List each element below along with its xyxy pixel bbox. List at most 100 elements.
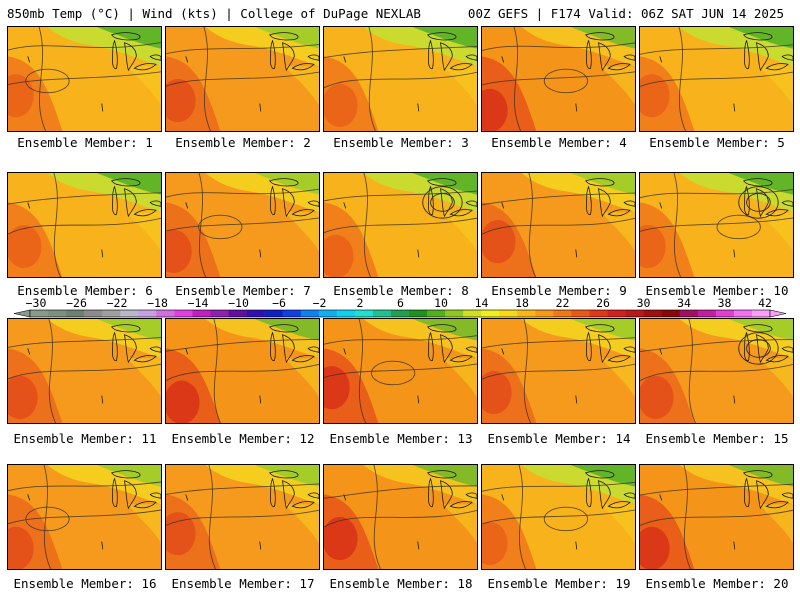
ensemble-member-label: Ensemble Member: 2 <box>175 135 311 150</box>
ensemble-member-label: Ensemble Member: 20 <box>645 576 789 591</box>
colorbar-tick-label: −2 <box>313 296 327 310</box>
colorbar-swatch <box>102 310 121 317</box>
temperature-field-map <box>324 173 477 277</box>
ensemble-map-panel <box>639 26 794 132</box>
colorbar-swatch <box>372 310 392 317</box>
temperature-field-map <box>640 27 793 131</box>
run-valid-time: 00Z GEFS | F174 Valid: 06Z SAT JUN 14 20… <box>467 6 784 21</box>
ensemble-map-panel <box>165 172 320 278</box>
colorbar-swatch <box>156 310 175 317</box>
colorbar-swatch <box>48 310 67 317</box>
ensemble-member-label: Ensemble Member: 16 <box>13 576 157 591</box>
colorbar-swatch <box>661 310 681 317</box>
colorbar-swatch <box>643 310 663 317</box>
colorbar-tick-label: 18 <box>515 296 529 310</box>
colorbar-swatch <box>499 310 518 317</box>
temperature-field-map <box>8 319 161 423</box>
colorbar-swatch <box>751 310 771 317</box>
colorbar-swatch <box>607 310 626 317</box>
colorbar-swatch <box>553 310 572 317</box>
colorbar-tick-label: −30 <box>26 296 47 310</box>
colorbar-tick-label: −14 <box>188 296 209 310</box>
temperature-field-map <box>482 173 635 277</box>
ensemble-map-panel <box>481 172 636 278</box>
header: 850mb Temp (°C) | Wind (kts) | College o… <box>0 0 800 24</box>
temperature-colorbar: −30 −26 −22 −18 −14 −10 −6 −2 2 6 10 14 18 22 26 30 34 38… <box>13 296 787 318</box>
colorbar-swatch <box>120 310 139 317</box>
colorbar-tick-label: −10 <box>228 296 249 310</box>
ensemble-map-panel <box>323 172 478 278</box>
ensemble-member-label: Ensemble Member: 9 <box>491 283 627 298</box>
colorbar-tick-label: −6 <box>272 296 286 310</box>
colorbar-swatch <box>210 310 229 317</box>
colorbar-left-arrow <box>13 309 31 318</box>
ensemble-map-panel <box>323 318 478 424</box>
colorbar-swatch <box>66 310 85 317</box>
colorbar-swatch <box>264 310 283 317</box>
colorbar-right-arrow <box>769 309 787 318</box>
colorbar-swatch <box>318 310 338 317</box>
colorbar-swatch <box>481 310 500 317</box>
colorbar-swatch <box>463 310 482 317</box>
temperature-field-map <box>8 465 161 569</box>
colorbar-tick-label: 34 <box>677 296 691 310</box>
colorbar-tick-label: −18 <box>147 296 168 310</box>
colorbar-tick-label: 38 <box>718 296 732 310</box>
colorbar-swatch <box>336 310 356 317</box>
ensemble-member-label: Ensemble Member: 19 <box>487 576 631 591</box>
ensemble-member-label: Ensemble Member: 10 <box>645 283 789 298</box>
colorbar-tick-label: 2 <box>357 296 364 310</box>
temperature-field-map <box>166 465 319 569</box>
ensemble-member-label: Ensemble Member: 15 <box>645 431 789 446</box>
temperature-field-map <box>324 27 477 131</box>
colorbar-tick-label: −22 <box>107 296 128 310</box>
ensemble-member-label: Ensemble Member: 1 <box>17 135 153 150</box>
temperature-field-map <box>166 27 319 131</box>
colorbar-swatch <box>192 310 211 317</box>
colorbar-swatch <box>138 310 157 317</box>
colorbar-swatch <box>733 310 753 317</box>
colorbar-swatch <box>354 310 374 317</box>
colorbar-tick-label: 10 <box>434 296 448 310</box>
colorbar-tick-label: 30 <box>637 296 651 310</box>
ensemble-map-panel <box>165 464 320 570</box>
colorbar-swatch <box>390 310 410 317</box>
ensemble-member-label: Ensemble Member: 11 <box>13 431 157 446</box>
colorbar-tick-label: 6 <box>397 296 404 310</box>
colorbar-swatch <box>697 310 717 317</box>
colorbar-tick-label: 22 <box>556 296 570 310</box>
colorbar-swatch <box>282 310 302 317</box>
colorbar-swatch <box>174 310 193 317</box>
ensemble-map-panel <box>7 318 162 424</box>
ensemble-member-label: Ensemble Member: 18 <box>329 576 473 591</box>
colorbar-swatch <box>679 310 699 317</box>
product-title: 850mb Temp (°C) | Wind (kts) | College o… <box>7 6 421 21</box>
temperature-field-map <box>8 27 161 131</box>
temperature-field-map <box>640 319 793 423</box>
colorbar-swatch <box>589 310 608 317</box>
colorbar-swatch <box>517 310 536 317</box>
ensemble-member-label: Ensemble Member: 6 <box>17 283 153 298</box>
ensemble-member-label: Ensemble Member: 17 <box>171 576 315 591</box>
ensemble-map-panel <box>7 464 162 570</box>
temperature-field-map <box>640 173 793 277</box>
colorbar-swatch <box>535 310 554 317</box>
ensemble-member-label: Ensemble Member: 3 <box>333 135 469 150</box>
colorbar-swatch <box>246 310 265 317</box>
ensemble-map-panel <box>165 318 320 424</box>
ensemble-map-panel <box>481 318 636 424</box>
ensemble-map-panel <box>481 464 636 570</box>
colorbar-swatch <box>84 310 103 317</box>
temperature-field-map <box>166 173 319 277</box>
colorbar-swatch <box>427 310 446 317</box>
ensemble-member-label: Ensemble Member: 5 <box>649 135 785 150</box>
colorbar-swatch <box>571 310 590 317</box>
ensemble-map-panel <box>323 26 478 132</box>
colorbar-swatch <box>300 310 320 317</box>
temperature-field-map <box>324 465 477 569</box>
temperature-field-map <box>166 319 319 423</box>
temperature-field-map <box>482 27 635 131</box>
ensemble-map-panel <box>7 26 162 132</box>
ensemble-member-label: Ensemble Member: 12 <box>171 431 315 446</box>
ensemble-member-label: Ensemble Member: 13 <box>329 431 473 446</box>
